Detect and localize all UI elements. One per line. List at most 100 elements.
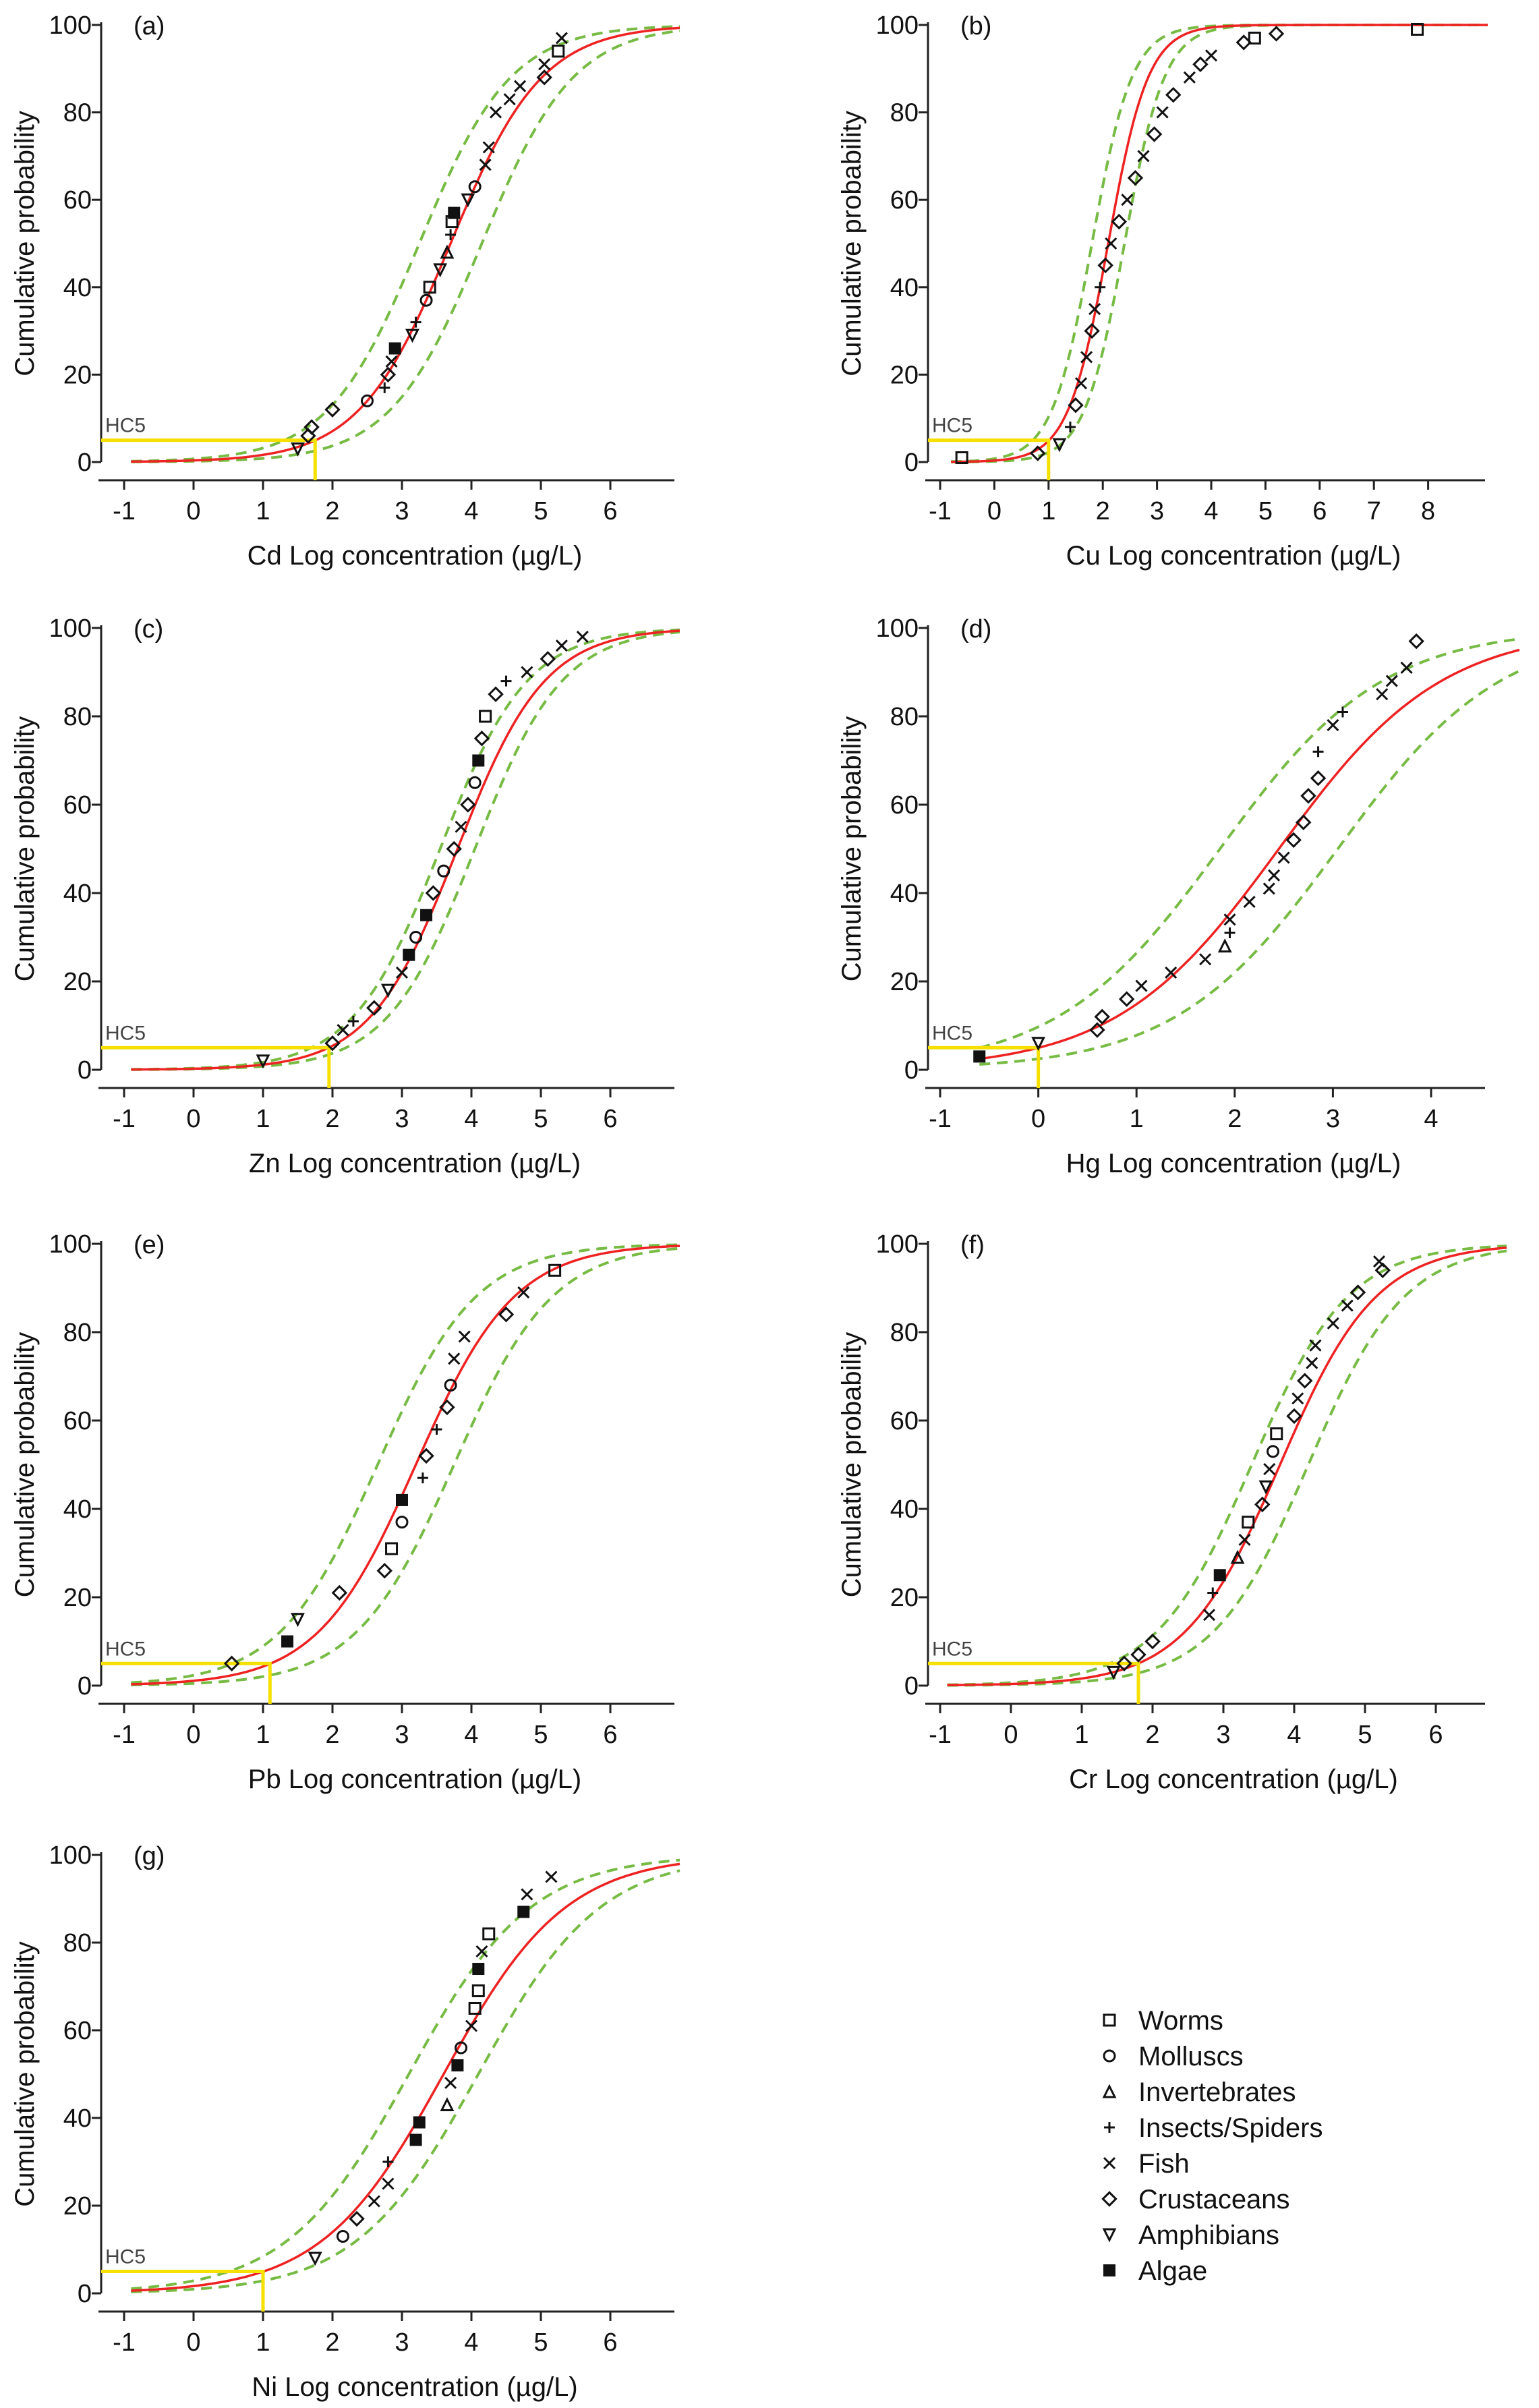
y-tick-label: 20 xyxy=(890,1584,919,1612)
x-tick-label: 4 xyxy=(1204,497,1218,525)
insects-marker xyxy=(1095,281,1106,293)
y-tick-label: 0 xyxy=(904,449,919,477)
crustaceans-marker xyxy=(1236,34,1252,51)
crustaceans-marker xyxy=(1349,1284,1366,1300)
worms-marker xyxy=(471,1984,485,1997)
algae-marker xyxy=(472,754,485,767)
x-tick-label: 1 xyxy=(256,1721,270,1749)
insects-marker xyxy=(1207,1587,1219,1599)
molluscs-marker xyxy=(444,1379,457,1392)
y-tick-label: 20 xyxy=(63,968,92,996)
amphibians-marker xyxy=(291,1613,305,1628)
crustaceans-marker xyxy=(1111,213,1128,230)
amphibians-marker xyxy=(308,2252,322,2266)
algae-marker xyxy=(517,1905,530,1918)
crustaceans-marker xyxy=(536,69,552,86)
y-tick-label: 20 xyxy=(890,968,919,996)
insects-marker xyxy=(1337,706,1348,718)
panel-d: 0 20 40 60 80 100 -1 0 1 2 3 4 Hg Log concentration … xyxy=(837,614,1520,1178)
algae-marker xyxy=(409,2133,422,2146)
panel-label: (c) xyxy=(134,615,163,643)
insects-marker xyxy=(417,1472,428,1484)
x-tick-label: 0 xyxy=(987,497,1001,525)
fish-marker xyxy=(1263,1462,1276,1476)
x-tick-label: -1 xyxy=(113,2328,136,2357)
crustaceans-marker xyxy=(1165,86,1182,103)
y-tick-label: 0 xyxy=(78,1672,92,1700)
panel-a: 0 20 40 60 80 100 -1 0 1 2 3 4 5 6 Cd Log concentratio… xyxy=(10,11,680,571)
fitted-ssd-curve xyxy=(951,24,1488,463)
legend-label: Amphibians xyxy=(1138,2220,1279,2250)
insects-marker xyxy=(500,675,512,687)
legend-item-algae: Algae xyxy=(1103,2256,1207,2286)
fish-marker xyxy=(514,80,527,92)
amphibians-marker xyxy=(405,328,419,343)
insects-marker xyxy=(382,2156,394,2167)
crustaceans-marker xyxy=(439,1399,455,1416)
molluscs-marker xyxy=(1267,1445,1279,1458)
molluscs-marker xyxy=(468,776,482,789)
lower-confidence-band xyxy=(131,1246,680,1687)
crustaceans-marker xyxy=(1254,1496,1271,1513)
amphibians-marker xyxy=(461,193,475,208)
worms-marker xyxy=(1411,22,1424,36)
y-axis-label: Cumulative probability xyxy=(837,111,867,376)
fish-marker xyxy=(1105,237,1117,250)
y-tick-label: 80 xyxy=(890,99,919,127)
y-tick-label: 100 xyxy=(876,1230,919,1259)
fish-marker xyxy=(458,1330,471,1343)
fitted-ssd-curve xyxy=(947,1246,1507,1687)
x-tick-label: 2 xyxy=(325,497,339,525)
amphibians-marker xyxy=(380,983,395,998)
y-tick-label: 20 xyxy=(63,2192,92,2220)
y-tick-label: 80 xyxy=(890,703,919,731)
fish-marker xyxy=(1238,1533,1251,1546)
fitted-ssd-curve xyxy=(131,1862,680,2292)
panel-label: (g) xyxy=(134,1842,165,1870)
upper-confidence-band xyxy=(947,1244,1507,1686)
fish-marker xyxy=(1327,719,1339,732)
x-tick-label: 2 xyxy=(325,1105,339,1133)
x-tick-label: 1 xyxy=(1130,1105,1144,1133)
y-tick-label: 40 xyxy=(63,880,92,908)
lower-confidence-band xyxy=(947,1249,1507,1687)
x-tick-label: 8 xyxy=(1421,497,1435,525)
crustaceans-marker xyxy=(418,1447,434,1464)
crustaceans-marker xyxy=(425,885,442,901)
amphibians-marker xyxy=(433,263,448,278)
crustaceans-marker xyxy=(1101,2191,1117,2207)
lower-confidence-band xyxy=(131,1869,680,2293)
x-tick-label: 3 xyxy=(1216,1721,1230,1749)
fish-marker xyxy=(1327,1317,1339,1329)
x-tick-label: 0 xyxy=(1031,1105,1045,1133)
fish-marker xyxy=(576,631,589,643)
fish-marker xyxy=(1376,688,1389,701)
x-tick-label: 3 xyxy=(395,1721,409,1749)
insects-marker xyxy=(431,1424,442,1435)
x-tick-label: 5 xyxy=(1358,1721,1372,1749)
worms-marker xyxy=(479,710,492,723)
amphibians-marker xyxy=(256,1054,270,1069)
crustaceans-marker xyxy=(1068,397,1084,413)
worms-marker xyxy=(482,1927,496,1941)
x-tick-label: 4 xyxy=(464,1105,478,1133)
fish-marker xyxy=(1204,49,1218,62)
panel-label: (f) xyxy=(960,1231,985,1259)
upper-confidence-band xyxy=(951,24,1488,463)
molluscs-marker xyxy=(409,931,423,944)
fish-marker xyxy=(1165,966,1178,979)
crustaceans-marker xyxy=(446,840,462,857)
crustaceans-marker xyxy=(1116,1655,1132,1671)
hc5-label: HC5 xyxy=(932,1022,972,1044)
x-tick-label: 4 xyxy=(1424,1105,1438,1133)
fish-marker xyxy=(1137,150,1150,163)
fitted-ssd-curve xyxy=(131,1244,680,1686)
molluscs-marker xyxy=(455,2041,468,2055)
worms-marker xyxy=(1270,1427,1283,1441)
crustaceans-marker xyxy=(1146,126,1163,142)
crustaceans-marker xyxy=(1089,1022,1105,1038)
panel-e: 0 20 40 60 80 100 -1 0 1 2 3 4 5 6 Pb Log concentratio… xyxy=(10,1230,680,1794)
crustaceans-marker xyxy=(473,730,490,747)
fish-marker xyxy=(1088,303,1101,316)
fish-marker xyxy=(1262,882,1275,895)
